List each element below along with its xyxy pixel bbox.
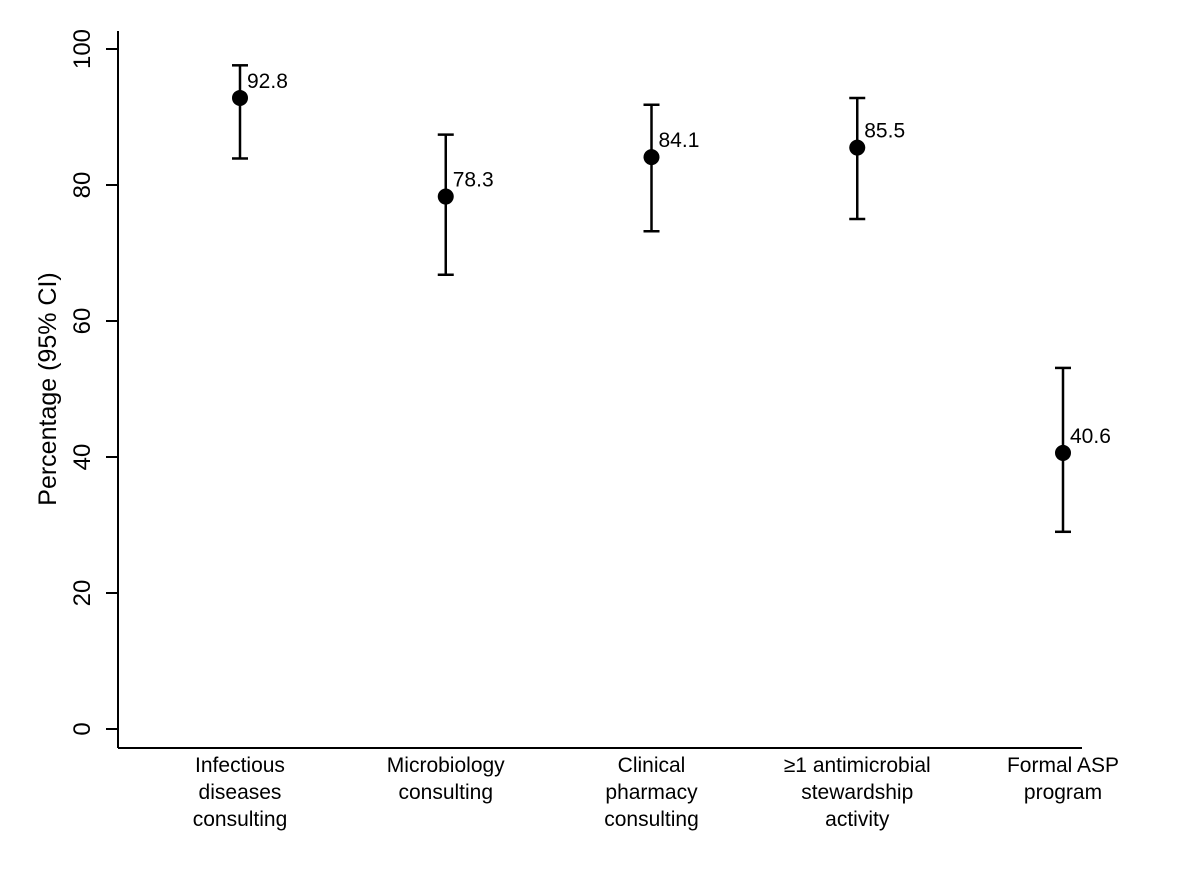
data-point [1055,444,1071,461]
data-label: 78.3 [453,169,494,192]
data-point [643,149,660,166]
data-label: 84.1 [659,129,700,152]
y-tick-label: 20 [69,580,96,607]
y-tick-label: 40 [69,444,96,471]
x-tick-label: Clinical pharmacy consulting [604,754,699,831]
x-tick-label-line: program [1024,781,1102,804]
data-point [232,89,248,106]
x-tick-label-line: consulting [604,808,699,831]
x-tick-label-line: ≥1 antimicrobial [784,754,931,777]
x-tick-label-line: stewardship [801,781,913,804]
x-tick-label-line: Formal ASP [1007,754,1119,777]
x-tick-label: Microbiology consulting [387,754,505,804]
data-label: 85.5 [864,120,905,143]
x-tick-label-line: diseases [199,781,282,804]
data-label: 92.8 [247,70,288,93]
y-tick-label: 80 [69,172,96,199]
marks: 92.8 78.3 84.1 85.5 40.6 [232,64,1111,534]
x-tick-label-line: Infectious [195,754,285,777]
x-tick-label-line: Microbiology [387,754,505,777]
x-tick-label-line: Clinical [618,754,686,777]
x-tick-label-line: pharmacy [605,781,698,804]
x-tick-label-line: consulting [398,781,493,804]
data-point [849,139,866,156]
x-tick-label: Formal ASP program [1007,754,1119,804]
y-tick-label: 0 [69,722,96,735]
x-tick-label-line: consulting [193,808,288,831]
y-tick-label: 60 [69,308,96,335]
y-axis-title: Percentage (95% CI) [34,272,62,505]
x-tick-label: Infectious diseases consulting [193,754,288,831]
data-label: 40.6 [1070,425,1111,448]
x-tick-label-line: activity [825,808,890,831]
y-tick-label: 100 [69,29,96,69]
data-point [437,188,454,205]
x-tick-label: ≥1 antimicrobial stewardship activity [784,754,931,831]
axes: 0 20 40 60 80 100 Infectious diseases consulting… [69,29,1119,831]
